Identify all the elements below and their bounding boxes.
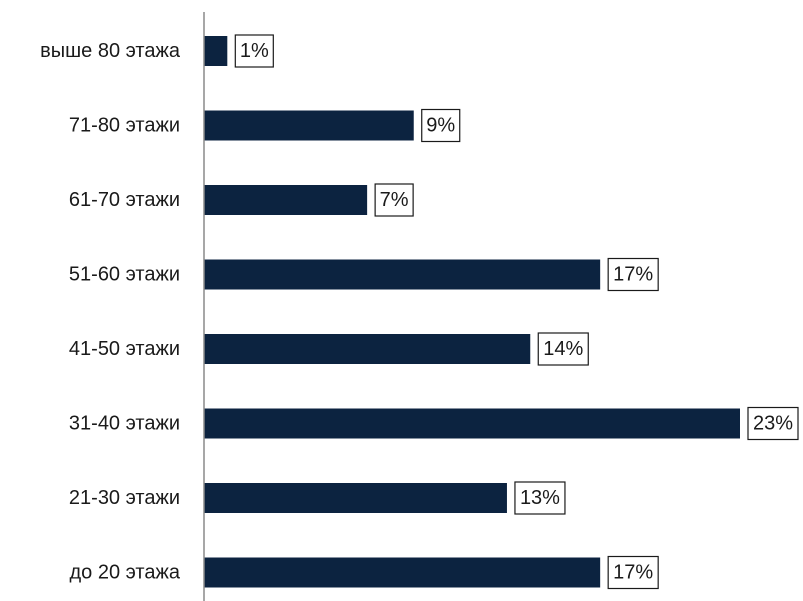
value-label: 17%: [613, 264, 653, 286]
category-label: 71-80 этажи: [69, 115, 180, 137]
bar: [204, 36, 227, 66]
bars-group: выше 80 этажа 1% 71-80 этажи 9% 61-70 этажи 7…: [40, 35, 798, 589]
category-label: 21-30 этажи: [69, 487, 180, 509]
value-label: 9%: [426, 115, 455, 137]
value-label: 17%: [613, 562, 653, 584]
category-label: выше 80 этажа: [40, 40, 181, 62]
bar: [204, 185, 367, 215]
bar: [204, 334, 530, 364]
category-label: 61-70 этажи: [69, 189, 180, 211]
value-label: 23%: [753, 413, 793, 435]
bar: [204, 111, 414, 141]
value-label: 1%: [240, 40, 269, 62]
category-label: 31-40 этажи: [69, 413, 180, 435]
bar: [204, 483, 507, 513]
category-label: 51-60 этажи: [69, 264, 180, 286]
value-label: 7%: [380, 189, 409, 211]
category-label: до 20 этажа: [70, 562, 181, 584]
value-label: 14%: [543, 338, 583, 360]
bar: [204, 260, 600, 290]
category-label: 41-50 этажи: [69, 338, 180, 360]
bar: [204, 409, 740, 439]
bar: [204, 558, 600, 588]
value-label: 13%: [520, 487, 560, 509]
